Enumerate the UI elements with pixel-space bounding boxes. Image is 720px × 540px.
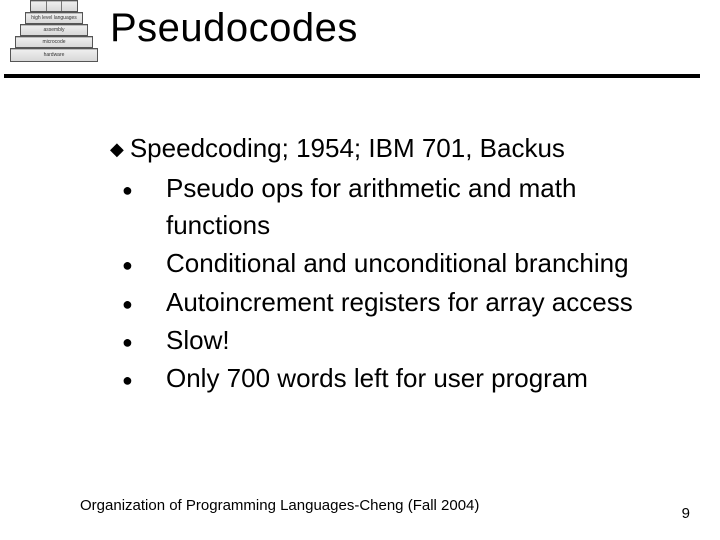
bullet-sub-text: Pseudo ops for arithmetic and math funct… — [166, 173, 576, 239]
pyramid-layer-0 — [30, 0, 78, 12]
circle-bullet-icon: ● — [144, 292, 166, 317]
header-rule — [4, 74, 700, 78]
pyramid-cell — [62, 1, 77, 11]
bullet-main-text: Speedcoding; 1954; IBM 701, Backus — [130, 133, 565, 163]
bullet-sub: ●Autoincrement registers for array acces… — [144, 284, 680, 320]
pyramid-cell — [31, 1, 47, 11]
page-number: 9 — [682, 505, 690, 522]
bullet-sub-text: Only 700 words left for user program — [166, 363, 588, 393]
pyramid-icon: high level languages assembly microcode … — [6, 0, 102, 70]
bullet-sub: ●Slow! — [144, 322, 680, 358]
circle-bullet-icon: ● — [144, 178, 166, 203]
sub-bullet-list: ●Pseudo ops for arithmetic and math func… — [144, 170, 680, 396]
bullet-sub: ●Conditional and unconditional branching — [144, 245, 680, 281]
bullet-sub: ●Only 700 words left for user program — [144, 360, 680, 396]
pyramid-cell — [47, 1, 63, 11]
slide-footer: Organization of Programming Languages-Ch… — [80, 497, 479, 514]
circle-bullet-icon: ● — [144, 253, 166, 278]
pyramid-layer-4: hardware — [10, 48, 98, 62]
diamond-bullet-icon: ◆ — [110, 137, 124, 162]
slide-body: ◆Speedcoding; 1954; IBM 701, Backus ●Pse… — [110, 130, 680, 399]
bullet-main: ◆Speedcoding; 1954; IBM 701, Backus — [110, 130, 680, 166]
pyramid-layer-3: microcode — [15, 36, 93, 48]
circle-bullet-icon: ● — [144, 368, 166, 393]
slide: high level languages assembly microcode … — [0, 0, 720, 540]
bullet-sub-text: Slow! — [166, 325, 230, 355]
bullet-sub-text: Conditional and unconditional branching — [166, 248, 629, 278]
slide-title: Pseudocodes — [110, 6, 358, 51]
circle-bullet-icon: ● — [144, 330, 166, 355]
bullet-sub-text: Autoincrement registers for array access — [166, 287, 633, 317]
bullet-sub: ●Pseudo ops for arithmetic and math func… — [144, 170, 680, 243]
pyramid-layer-2: assembly — [20, 24, 88, 36]
pyramid-layer-1: high level languages — [25, 12, 83, 24]
slide-header: high level languages assembly microcode … — [0, 0, 720, 84]
